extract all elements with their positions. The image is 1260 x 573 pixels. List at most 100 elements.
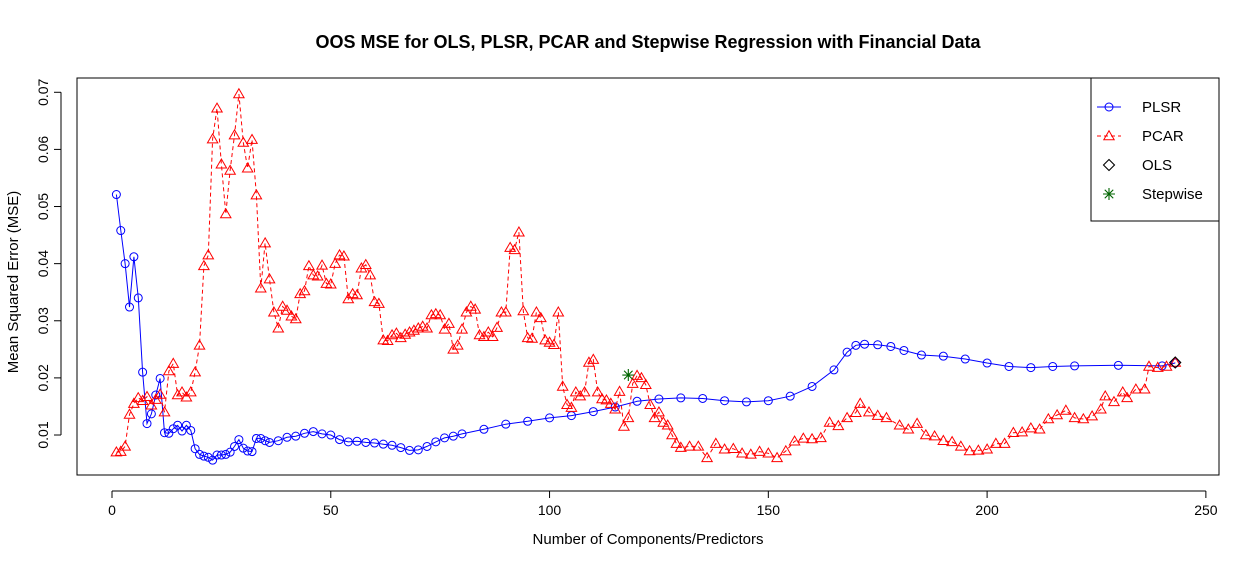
series-plsr-point [1026, 363, 1036, 373]
series-pcar-point [460, 306, 473, 317]
series-pcar-point [727, 442, 740, 453]
series-pcar-point [849, 406, 862, 417]
series-pcar-point [648, 411, 661, 423]
series-plsr-point [203, 452, 213, 462]
series-pcar-point [534, 311, 547, 323]
series-pcar-point [429, 307, 442, 319]
series-plsr-point [116, 226, 126, 236]
series-pcar-point [390, 327, 403, 338]
series-pcar-point [315, 259, 329, 270]
series-pcar-point [1086, 409, 1099, 421]
series-pcar-point [582, 356, 596, 367]
series-pcar-point [372, 297, 385, 308]
series-pcar-point [854, 397, 867, 408]
series-pcar-point [438, 323, 451, 334]
series-plsr-point [632, 396, 642, 406]
series-pcar-point [644, 398, 657, 409]
series-pcar-point [298, 284, 311, 296]
series-plsr-point [120, 259, 130, 269]
y-axis: 0.01 0.02 0.03 0.04 0.05 0.06 0.07 [35, 78, 62, 449]
series-plsr-point [873, 340, 883, 350]
series-pcar-point [219, 207, 232, 219]
legend-label-ols: OLS [1142, 157, 1172, 174]
series-plsr-point [588, 407, 598, 417]
series-plsr-point [160, 428, 170, 438]
series-plsr-point [186, 425, 196, 435]
series-pcar-point [639, 378, 652, 389]
series-pcar-point [197, 259, 210, 271]
series-plsr-point [842, 347, 852, 357]
legend-item-pcar: PCAR [1097, 128, 1184, 145]
series-plsr-point [720, 396, 730, 406]
series-plsr-point [282, 432, 292, 442]
series-pcar-point [407, 324, 420, 335]
series-pcar-point [311, 270, 324, 281]
legend-label-stepwise: Stepwise [1142, 186, 1203, 203]
series-plsr-point [1004, 361, 1014, 371]
series-plsr-point [361, 437, 371, 447]
series-plsr-point [741, 397, 751, 407]
series-plsr-point [343, 437, 353, 447]
series-plsr-point [208, 455, 218, 465]
series-pcar-point [132, 391, 145, 403]
series-pcar-point [1138, 383, 1151, 394]
series-plsr-point [129, 252, 139, 262]
legend-swatch-marker [1103, 188, 1115, 200]
series-pcar-point [329, 257, 342, 268]
series-pcar-point [565, 401, 578, 412]
series-pcar-point [385, 328, 399, 340]
series-plsr-point [133, 293, 143, 303]
series-pcar-point [946, 435, 959, 447]
y-tick-label: 0.06 [35, 136, 51, 163]
series-pcar-point [250, 188, 263, 200]
series-pcar-point [224, 164, 237, 175]
series-pcar-point [490, 321, 504, 332]
series-pcar-point [823, 416, 836, 427]
series-plsr-point [763, 396, 773, 406]
series-pcar-point [342, 292, 355, 304]
series-plsr-point [851, 340, 861, 350]
series-pcar-point [123, 408, 136, 419]
series-pcar-point [302, 259, 315, 271]
x-axis-label: Number of Components/Predictors [533, 531, 764, 548]
series-plsr-point [676, 393, 686, 403]
legend-item-stepwise: Stepwise [1103, 186, 1203, 203]
series-plsr-point [982, 358, 992, 368]
series-plsr-point [396, 443, 406, 453]
series-pcar-point [350, 288, 364, 300]
series-pcar-point [416, 320, 429, 331]
series-pcar-point [998, 437, 1011, 448]
legend-swatch-marker [1102, 129, 1116, 141]
series-plsr-point [829, 365, 839, 375]
y-tick-label: 0.07 [35, 78, 51, 105]
series-pcar-point [797, 432, 810, 443]
series-stepwise [622, 369, 635, 382]
series-plsr-point [698, 393, 708, 403]
series-pcar-point [434, 308, 447, 320]
series-pcar-point [893, 419, 906, 430]
series-pcar-point [455, 323, 469, 334]
x-tick-label: 250 [1194, 502, 1218, 518]
series-plsr-point [216, 450, 226, 460]
series-pcar [110, 87, 1182, 463]
series-plsr-point [431, 437, 441, 447]
legend-label-pcar: PCAR [1142, 128, 1184, 145]
series-plsr-point [654, 394, 664, 404]
series-pcar-point [210, 102, 224, 113]
series-plsr-point [501, 419, 511, 429]
series-plsr-point [256, 433, 266, 443]
series-pcar-point [525, 332, 539, 343]
series-pcar-point [626, 377, 639, 388]
x-tick-label: 100 [538, 502, 562, 518]
series-pcar-point [556, 380, 569, 391]
series-ols [1168, 356, 1182, 369]
series-plsr-point [260, 436, 270, 446]
series-plsr-point [448, 431, 458, 441]
series-plsr-point [308, 427, 318, 437]
series-plsr-point [225, 447, 235, 457]
series-pcar-point [245, 133, 259, 144]
series-plsr-point [387, 440, 397, 450]
series-pcar-point [911, 417, 924, 428]
series-ols-point [1168, 356, 1182, 369]
series-pcar-point [464, 300, 477, 311]
